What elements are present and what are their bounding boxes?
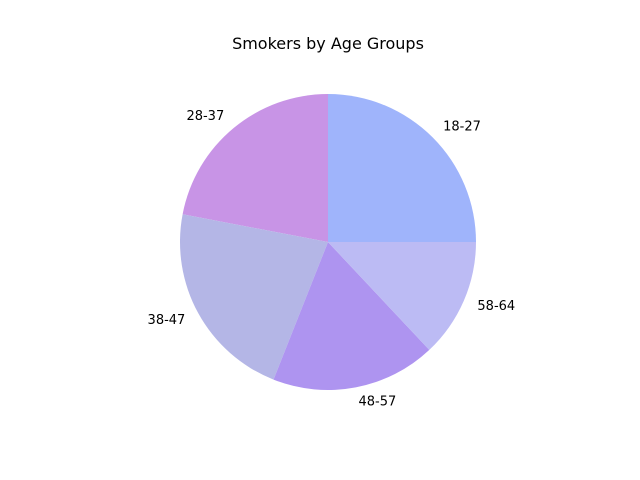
pie-slice-28-37 [182,94,328,242]
pie-slices [180,94,476,390]
pie-slice-18-27 [328,94,476,242]
chart-title: Smokers by Age Groups [232,34,424,53]
pie-label-48-57: 48-57 [359,394,397,409]
pie-label-58-64: 58-64 [477,299,515,314]
pie-label-28-37: 28-37 [186,109,224,124]
pie-slice-38-47 [180,214,328,380]
pie-label-18-27: 18-27 [443,119,481,134]
pie-labels: 18-27 28-37 38-47 48-57 58-64 [148,109,516,409]
pie-slice-58-64 [328,242,476,350]
pie-label-38-47: 38-47 [148,313,186,328]
pie-slice-48-57 [273,242,430,390]
